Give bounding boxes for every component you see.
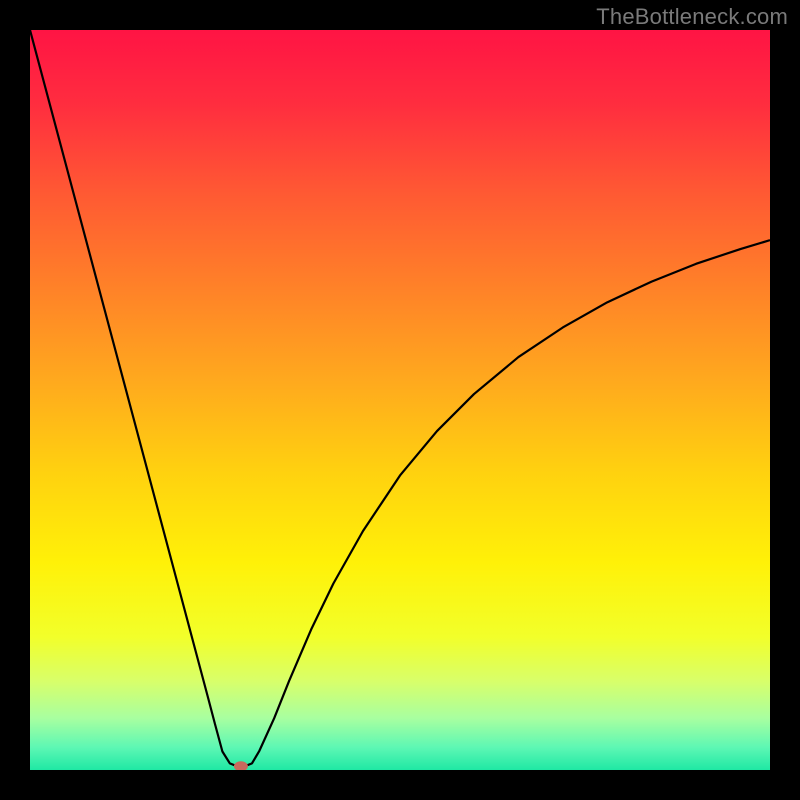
watermark-text: TheBottleneck.com bbox=[596, 4, 788, 30]
plot-area bbox=[30, 30, 770, 770]
chart-frame: TheBottleneck.com bbox=[0, 0, 800, 800]
plot-background bbox=[30, 30, 770, 770]
plot-svg bbox=[30, 30, 770, 770]
